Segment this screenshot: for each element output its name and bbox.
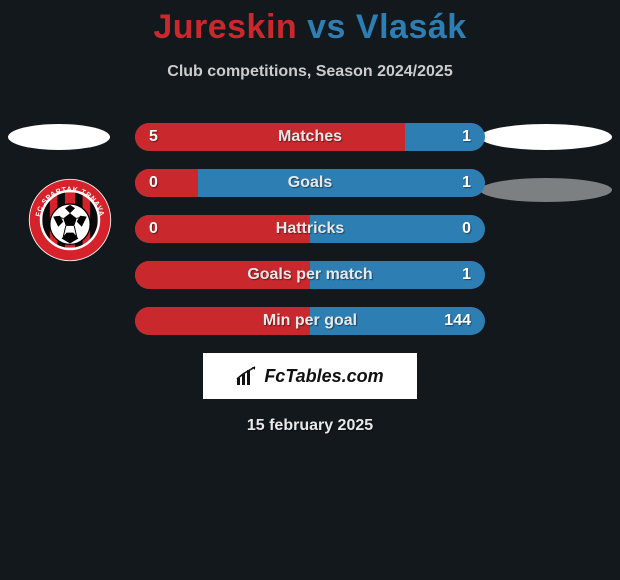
- stat-label: Min per goal: [263, 312, 357, 330]
- stat-label: Matches: [278, 128, 342, 146]
- stat-bar: Hattricks 0 0: [135, 215, 485, 243]
- right-badge-placeholder-2: [480, 178, 612, 202]
- stat-bar: Matches 5 1: [135, 123, 485, 151]
- stat-value-right: 1: [462, 174, 471, 192]
- stat-row: Min per goal 144: [135, 307, 485, 335]
- stat-row: Goals 0 1: [135, 169, 485, 197]
- stat-value-left: 0: [149, 220, 158, 238]
- club-crest: FC SPARTAK TRNAVA: [28, 178, 112, 262]
- stat-bar-left: [135, 123, 405, 151]
- player1-name: Jureskin: [153, 8, 297, 46]
- vs-label: vs: [307, 8, 346, 46]
- stat-label: Goals: [288, 174, 332, 192]
- subtitle: Club competitions, Season 2024/2025: [0, 63, 620, 81]
- stat-bar: Min per goal 144: [135, 307, 485, 335]
- stat-value-right: 0: [462, 220, 471, 238]
- stat-value-right: 144: [444, 312, 471, 330]
- stat-value-left: 5: [149, 128, 158, 146]
- stat-label: Goals per match: [247, 266, 372, 284]
- player2-name: Vlasák: [356, 8, 467, 46]
- stat-label: Hattricks: [276, 220, 344, 238]
- stat-value-right: 1: [462, 128, 471, 146]
- stat-bar: Goals per match 1: [135, 261, 485, 289]
- stat-row: Goals per match 1: [135, 261, 485, 289]
- brand-chart-icon: [236, 366, 258, 386]
- stat-bar-left: [135, 169, 198, 197]
- stat-row: Hattricks 0 0: [135, 215, 485, 243]
- stat-bar: Goals 0 1: [135, 169, 485, 197]
- brand-text: FcTables.com: [264, 366, 383, 387]
- stat-value-left: 0: [149, 174, 158, 192]
- comparison-title: Jureskin vs Vlasák: [0, 0, 620, 47]
- left-badge-placeholder: [8, 124, 110, 150]
- right-badge-placeholder: [480, 124, 612, 150]
- stat-value-right: 1: [462, 266, 471, 284]
- stat-row: Matches 5 1: [135, 123, 485, 151]
- date-label: 15 february 2025: [0, 417, 620, 435]
- brand-box: FcTables.com: [203, 353, 417, 399]
